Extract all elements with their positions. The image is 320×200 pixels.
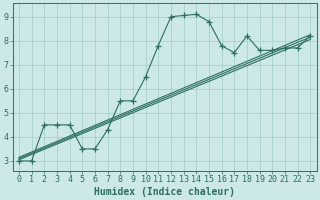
X-axis label: Humidex (Indice chaleur): Humidex (Indice chaleur) bbox=[94, 186, 235, 197]
